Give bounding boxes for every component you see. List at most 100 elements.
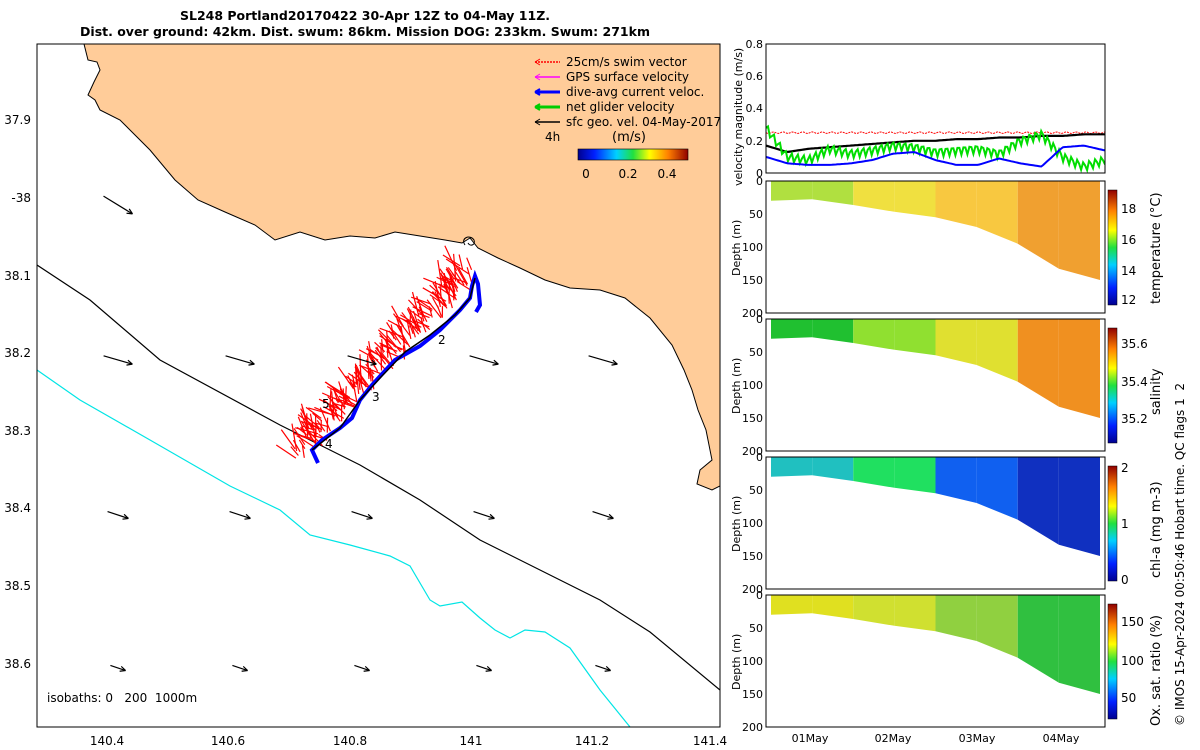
depth-label: Depth (m) bbox=[730, 220, 743, 276]
depth-tick: 0 bbox=[756, 451, 763, 464]
vel-y-tick: 0 bbox=[756, 167, 763, 180]
depth-tick: 150 bbox=[742, 550, 763, 563]
chla-tick: 1 bbox=[1121, 517, 1129, 531]
temp-tick: 18 bbox=[1121, 202, 1136, 216]
section-panel: 0 50 100 150 200 Depth (m) bbox=[730, 175, 1106, 320]
colorbar-tick: 0.4 bbox=[657, 167, 676, 181]
section-fill bbox=[853, 595, 895, 626]
section-fill bbox=[1058, 319, 1100, 418]
swim-vector bbox=[386, 322, 402, 345]
swim-vector bbox=[466, 257, 473, 271]
swim-vector bbox=[379, 342, 393, 350]
title-line-2: Dist. over ground: 42km. Dist. swum: 86k… bbox=[80, 24, 650, 39]
current-arrow bbox=[592, 510, 614, 520]
swim-vector bbox=[386, 351, 399, 358]
section-fill bbox=[853, 457, 895, 488]
swim-vector bbox=[400, 314, 422, 328]
swim-vector bbox=[458, 254, 464, 270]
swim-vector bbox=[351, 374, 356, 388]
swim-vector bbox=[420, 320, 427, 333]
current-arrow-head bbox=[241, 665, 249, 672]
day-marker-4: 4 bbox=[325, 437, 333, 451]
section-fill bbox=[935, 595, 977, 641]
depth-tick: 50 bbox=[749, 346, 763, 359]
current-arrow bbox=[473, 510, 495, 520]
legend-swim-vector: 25cm/s swim vector bbox=[566, 55, 687, 69]
swim-vector bbox=[422, 287, 447, 302]
ox-tick: 150 bbox=[1121, 615, 1144, 629]
swim-vector bbox=[357, 369, 361, 390]
swim-vector bbox=[314, 414, 317, 437]
temperature-label: temperature (°C) bbox=[1149, 192, 1164, 304]
oxygen-label: Ox. sat. ratio (%) bbox=[1149, 615, 1164, 726]
swim-vector bbox=[345, 375, 358, 385]
swim-vector bbox=[293, 428, 306, 446]
swim-vector bbox=[439, 283, 442, 299]
vel-y-tick: 0.2 bbox=[746, 135, 764, 148]
swim-vector bbox=[300, 426, 308, 436]
swim-vector bbox=[329, 389, 332, 411]
swim-vector bbox=[296, 435, 314, 447]
colorbar-tick: 0 bbox=[582, 167, 590, 181]
section-fill bbox=[976, 457, 1018, 520]
vel-y-tick: 0.4 bbox=[746, 102, 764, 115]
current-arrow-head bbox=[122, 513, 129, 520]
swim-vector bbox=[301, 445, 305, 458]
section-fill bbox=[894, 457, 936, 494]
current-arrow-grid bbox=[103, 195, 618, 672]
swim-vector bbox=[436, 276, 454, 287]
current-arrow bbox=[229, 510, 251, 520]
section-fill bbox=[935, 457, 977, 503]
section-fill bbox=[976, 181, 1018, 244]
swim-vector bbox=[448, 294, 453, 309]
section-fill bbox=[1058, 595, 1100, 694]
colorbar-tick: 0.2 bbox=[618, 167, 637, 181]
section-panel: 0 50 100 150 200 Depth (m) bbox=[730, 313, 1106, 458]
depth-tick: 50 bbox=[749, 484, 763, 497]
temp-tick: 16 bbox=[1121, 233, 1136, 247]
land-coast bbox=[83, 44, 720, 491]
isobath-200-line bbox=[37, 264, 720, 691]
swim-vector bbox=[293, 432, 312, 440]
swim-vector bbox=[432, 282, 447, 307]
swim-vector bbox=[408, 299, 426, 319]
depth-tick: 0 bbox=[756, 175, 763, 188]
swim-vector bbox=[411, 310, 423, 320]
current-arrow bbox=[107, 510, 129, 520]
title-line-1: SL248 Portland20170422 30-Apr 12Z to 04-… bbox=[179, 8, 551, 23]
section-fill bbox=[976, 319, 1018, 382]
section-fill bbox=[771, 319, 813, 339]
sal-tick: 35.4 bbox=[1121, 375, 1148, 389]
depth-tick: 150 bbox=[742, 688, 763, 701]
isobath-1000-line bbox=[37, 369, 631, 727]
current-arrow bbox=[469, 355, 499, 365]
swim-vector bbox=[395, 323, 411, 348]
legend-dive-avg: dive-avg current veloc. bbox=[566, 85, 704, 99]
section-fill bbox=[812, 181, 854, 205]
temp-tick: 12 bbox=[1121, 293, 1136, 307]
swim-vector bbox=[410, 323, 416, 338]
map-y-tick: 38.2 bbox=[4, 346, 31, 360]
panel-x-tick: 02May bbox=[875, 732, 912, 745]
swim-vector bbox=[290, 446, 299, 456]
swim-vector bbox=[445, 268, 459, 289]
swim-vector bbox=[301, 425, 315, 431]
swim-vector bbox=[454, 263, 468, 286]
oxygen-colorbar: 50 100 150 Ox. sat. ratio (%) bbox=[1107, 603, 1164, 726]
legend-sfc-geo: sfc geo. vel. 04-May-2017 bbox=[566, 115, 721, 129]
swim-vector bbox=[453, 253, 457, 282]
swim-vector bbox=[358, 349, 379, 361]
current-arrow-head bbox=[126, 208, 133, 215]
section-frame bbox=[765, 456, 1106, 590]
depth-tick: 200 bbox=[742, 721, 763, 734]
chla-tick: 2 bbox=[1121, 461, 1129, 475]
swim-vector bbox=[316, 419, 326, 432]
depth-tick: 150 bbox=[742, 412, 763, 425]
legend-gps-velocity: GPS surface velocity bbox=[566, 70, 689, 84]
swim-vector bbox=[454, 270, 465, 286]
swim-vector bbox=[370, 353, 386, 370]
map-panel: 2 3 4 5 140.4 140.6 140.8 141 141.2 141.… bbox=[4, 43, 727, 748]
small-coast-feature bbox=[463, 236, 475, 246]
swim-vector bbox=[332, 397, 347, 403]
